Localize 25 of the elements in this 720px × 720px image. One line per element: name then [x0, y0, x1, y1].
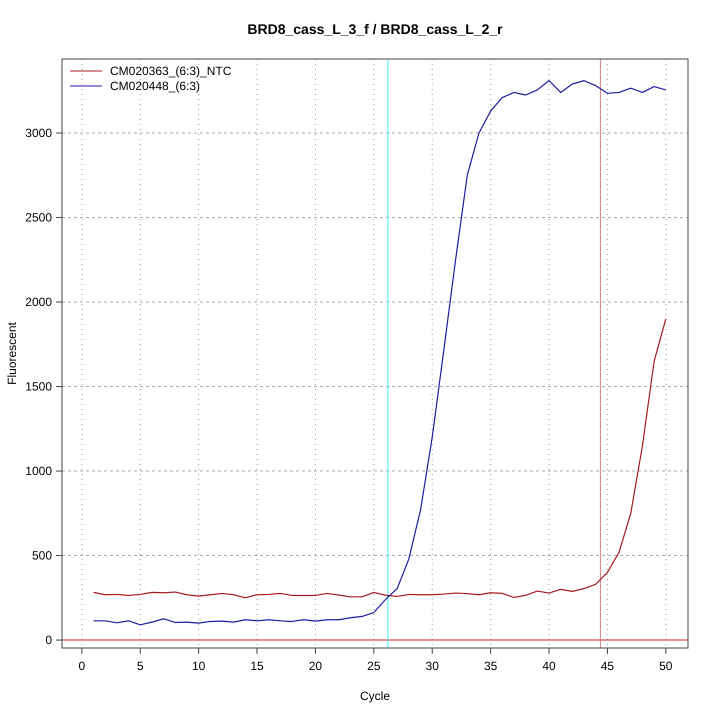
- x-tick-label: 40: [542, 659, 556, 673]
- y-tick-label: 1500: [25, 380, 52, 394]
- legend-label: CM020363_(6:3)_NTC: [110, 64, 232, 78]
- x-tick-label: 45: [600, 659, 614, 673]
- legend-label: CM020448_(6:3): [110, 79, 200, 93]
- y-tick-label: 2000: [25, 295, 52, 310]
- y-tick-label: 1000: [25, 464, 52, 478]
- x-tick-label: 50: [659, 659, 673, 673]
- x-tick-label: 5: [136, 659, 144, 673]
- x-tick-label: 30: [426, 659, 440, 673]
- y-tick-label: 0: [45, 633, 52, 648]
- line-series: [92, 80, 666, 626]
- x-axis-title: Cycle: [360, 689, 390, 703]
- y-tick-label: 2500: [25, 210, 52, 225]
- chart-title: BRD8_cass_L_3_f / BRD8_cass_L_2_r: [247, 21, 504, 37]
- y-tick-label: 3000: [25, 126, 52, 140]
- line-series: [92, 318, 666, 598]
- x-tick-label: 0: [78, 659, 86, 673]
- y-axis-title: Fluorescent: [5, 321, 19, 385]
- x-tick-label: 35: [484, 659, 498, 673]
- x-tick-label: 15: [250, 659, 264, 673]
- x-tick-label: 25: [367, 659, 381, 673]
- x-tick-label: 20: [308, 659, 322, 673]
- x-tick-label: 10: [192, 659, 206, 673]
- y-tick-label: 500: [32, 548, 52, 563]
